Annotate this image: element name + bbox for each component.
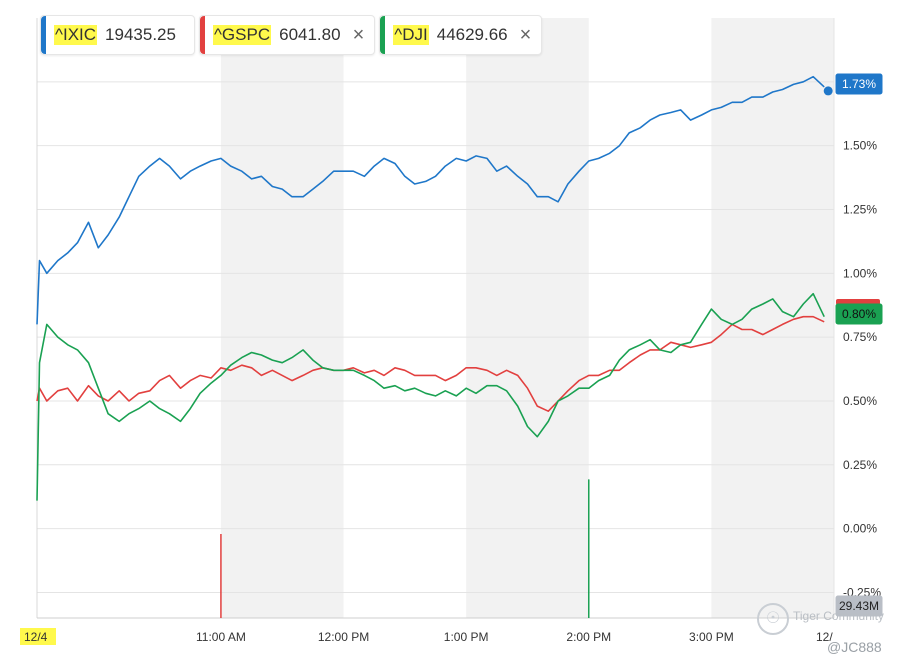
y-tick-label: 1.25%	[843, 202, 877, 216]
series-end-dot	[823, 86, 833, 96]
legend-symbol: ^IXIC	[54, 25, 98, 45]
dji-change-badge: 0.80%	[842, 307, 876, 321]
legend-symbol: ^DJI	[393, 25, 429, 45]
close-icon[interactable]: ×	[519, 24, 532, 46]
legend-chip-gspc[interactable]: ^GSPC 6041.80 ×	[198, 15, 376, 55]
y-tick-label: 0.50%	[843, 394, 877, 408]
series-color-bar	[380, 16, 386, 54]
series-line-dji	[36, 292, 825, 501]
watermark-line1: Tiger Community	[793, 609, 884, 623]
x-tick-label: 3:00 PM	[689, 630, 734, 644]
legend-chip-dji[interactable]: ^DJI 44629.66 ×	[379, 15, 543, 55]
x-tick-label: 12:00 PM	[318, 630, 369, 644]
x-tick-label: 12/	[816, 630, 833, 644]
watermark-line2: @JC888	[827, 639, 882, 655]
series-line-gspc	[36, 315, 825, 413]
legend-symbol: ^GSPC	[212, 25, 272, 45]
close-icon[interactable]: ×	[352, 24, 365, 46]
tiger-logo-icon: ☉	[757, 603, 789, 635]
shaded-hour-band	[466, 18, 589, 618]
x-tick-label: 1:00 PM	[444, 630, 489, 644]
date-highlight	[20, 628, 56, 645]
y-tick-label: 0.25%	[843, 458, 877, 472]
x-tick-label: 11:00 AM	[196, 630, 246, 644]
x-tick-label: 2:00 PM	[566, 630, 611, 644]
legend-chip-ixic[interactable]: ^IXIC 19435.25	[40, 15, 195, 55]
y-tick-label: 1.50%	[843, 139, 877, 153]
legend-value: 19435.25	[105, 25, 176, 44]
shaded-hour-band	[711, 18, 834, 618]
y-tick-label: 0.75%	[843, 330, 877, 344]
watermark: ☉ Tiger Community @JC888	[757, 603, 897, 663]
series-color-bar	[41, 16, 46, 54]
series-color-bar	[199, 16, 205, 54]
x-tick-label: 12/4	[24, 630, 48, 644]
y-tick-label: 1.00%	[843, 266, 877, 280]
legend-value: 6041.80	[279, 25, 341, 44]
legend: ^IXIC 19435.25 ^GSPC 6041.80 × ^DJI 4462…	[40, 15, 546, 55]
y-tick-label: 0.00%	[843, 522, 877, 536]
legend-value: 44629.66	[436, 25, 508, 44]
series-line-ixic	[36, 75, 825, 325]
volume-badge: 29.43M	[839, 599, 879, 613]
dji-change-badge-bg	[835, 303, 883, 325]
ixic-change-badge-bg	[835, 73, 883, 95]
shaded-hour-band	[220, 18, 344, 618]
volume-badge-bg	[835, 595, 883, 617]
ixic-change-badge: 1.73%	[842, 77, 876, 91]
